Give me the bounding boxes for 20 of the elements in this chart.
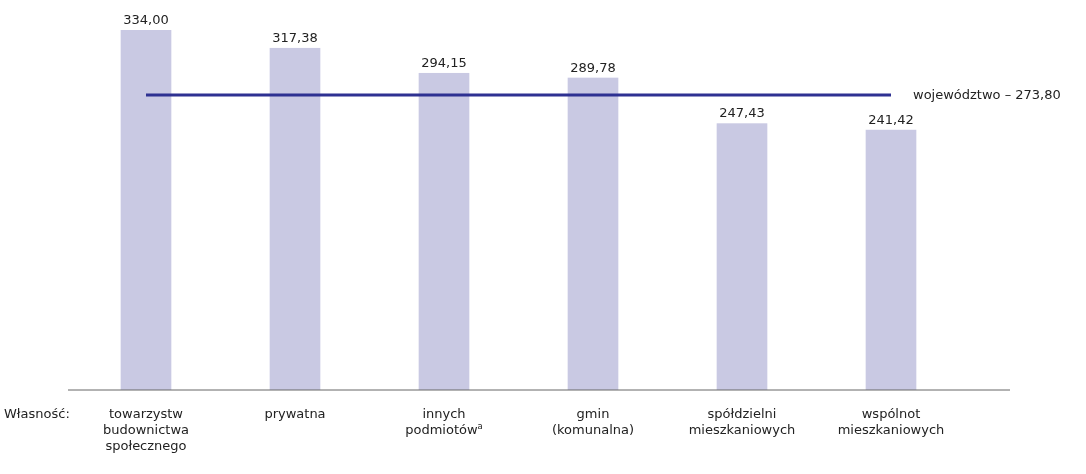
x-tick-label: innych podmiotów$^{a}$	[405, 406, 483, 437]
data-label: 317,38	[272, 29, 318, 45]
x-tick-label: prywatna	[264, 406, 326, 421]
data-label: 289,78	[570, 59, 616, 75]
bar	[120, 30, 172, 390]
x-tick-label: spółdzielni mieszkaniowych	[688, 406, 796, 437]
data-label: 334,00	[123, 12, 169, 27]
bar	[567, 77, 619, 390]
bar	[269, 47, 321, 390]
data-label: 294,15	[421, 54, 467, 70]
ref-line-label: województwo – 273,80	[913, 86, 1061, 102]
bar	[716, 123, 768, 390]
x-axis-title: Własność:	[4, 406, 70, 421]
x-tick-label: gmin (komunalna)	[551, 406, 635, 437]
data-label: 247,43	[719, 105, 765, 121]
data-label: 241,42	[868, 111, 914, 127]
x-tick-label: wspólnot mieszkaniowych	[837, 406, 945, 437]
bar	[865, 129, 917, 390]
bar	[418, 72, 470, 390]
x-tick-label: towarzystw budownictwa społecznego	[102, 406, 190, 453]
